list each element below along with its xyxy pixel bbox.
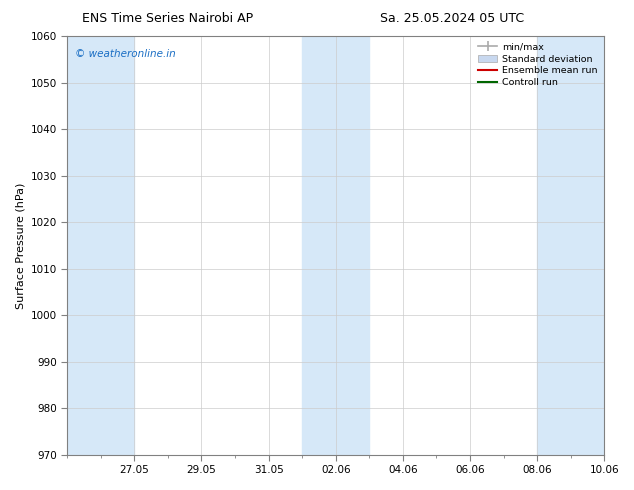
Bar bbox=[67, 36, 134, 455]
Y-axis label: Surface Pressure (hPa): Surface Pressure (hPa) bbox=[15, 182, 25, 309]
Text: Sa. 25.05.2024 05 UTC: Sa. 25.05.2024 05 UTC bbox=[380, 12, 524, 25]
Text: © weatheronline.in: © weatheronline.in bbox=[75, 49, 176, 59]
Bar bbox=[537, 36, 604, 455]
Bar bbox=[302, 36, 369, 455]
Text: ENS Time Series Nairobi AP: ENS Time Series Nairobi AP bbox=[82, 12, 254, 25]
Legend: min/max, Standard deviation, Ensemble mean run, Controll run: min/max, Standard deviation, Ensemble me… bbox=[475, 39, 602, 91]
